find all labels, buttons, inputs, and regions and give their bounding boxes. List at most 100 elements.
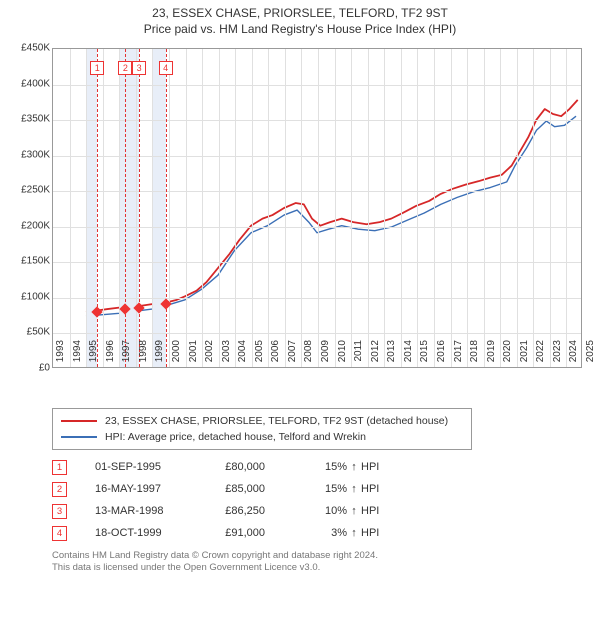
arrow-up-icon: ↑	[347, 461, 361, 473]
gridline-v	[202, 49, 203, 367]
highlight-band	[86, 49, 97, 367]
x-axis-label: 1996	[105, 340, 116, 372]
transaction-badge: 1	[52, 460, 67, 475]
x-axis-label: 2003	[221, 340, 232, 372]
transaction-price: £85,000	[215, 483, 305, 495]
transaction-type: HPI	[361, 527, 379, 539]
transaction-date: 18-OCT-1999	[95, 527, 215, 539]
gridline-v	[335, 49, 336, 367]
x-axis-label: 2025	[585, 340, 596, 372]
transaction-pct: 3%	[305, 527, 347, 539]
footer-line-2: This data is licensed under the Open Gov…	[52, 562, 592, 574]
gridline-v	[119, 49, 120, 367]
highlight-band	[152, 49, 165, 367]
gridline-v	[86, 49, 87, 367]
gridline-v	[467, 49, 468, 367]
gridline-v	[186, 49, 187, 367]
legend-swatch	[61, 436, 97, 438]
arrow-up-icon: ↑	[347, 527, 361, 539]
x-axis-label: 2009	[320, 340, 331, 372]
x-axis-label: 2022	[535, 340, 546, 372]
x-axis-label: 1994	[72, 340, 83, 372]
x-axis-label: 2021	[519, 340, 530, 372]
marker-badge: 1	[90, 61, 104, 75]
gridline-h	[53, 227, 581, 228]
gridline-v	[301, 49, 302, 367]
transaction-badge: 3	[52, 504, 67, 519]
gridline-v	[219, 49, 220, 367]
y-axis-label: £450K	[2, 43, 50, 54]
gridline-v	[451, 49, 452, 367]
transaction-price: £86,250	[215, 505, 305, 517]
x-axis-label: 2020	[502, 340, 513, 372]
gridline-v	[533, 49, 534, 367]
x-axis-label: 2016	[436, 340, 447, 372]
marker-badge: 4	[159, 61, 173, 75]
gridline-v	[169, 49, 170, 367]
y-axis-label: £100K	[2, 291, 50, 302]
y-axis-label: £300K	[2, 149, 50, 160]
y-axis-label: £400K	[2, 78, 50, 89]
gridline-v	[566, 49, 567, 367]
marker-badge: 2	[118, 61, 132, 75]
x-axis-label: 1993	[55, 340, 66, 372]
transaction-type: HPI	[361, 461, 379, 473]
legend-label: HPI: Average price, detached house, Telf…	[105, 431, 366, 443]
transaction-badge: 2	[52, 482, 67, 497]
marker-badge: 3	[132, 61, 146, 75]
transaction-badge: 4	[52, 526, 67, 541]
x-axis-label: 2004	[237, 340, 248, 372]
x-axis-label: 1998	[138, 340, 149, 372]
x-axis-label: 2015	[419, 340, 430, 372]
transaction-row: 101-SEP-1995£80,00015%↑HPI	[52, 456, 592, 478]
gridline-v	[70, 49, 71, 367]
gridline-v	[136, 49, 137, 367]
x-axis-label: 2007	[287, 340, 298, 372]
chart-subtitle: Price paid vs. HM Land Registry's House …	[8, 22, 592, 36]
legend-label: 23, ESSEX CHASE, PRIORSLEE, TELFORD, TF2…	[105, 415, 448, 427]
gridline-v	[103, 49, 104, 367]
gridline-h	[53, 156, 581, 157]
transaction-table: 101-SEP-1995£80,00015%↑HPI216-MAY-1997£8…	[52, 456, 592, 544]
transaction-date: 13-MAR-1998	[95, 505, 215, 517]
gridline-v	[268, 49, 269, 367]
transaction-pct: 15%	[305, 483, 347, 495]
gridline-v	[152, 49, 153, 367]
gridline-v	[401, 49, 402, 367]
gridline-v	[550, 49, 551, 367]
transaction-type: HPI	[361, 505, 379, 517]
transaction-row: 216-MAY-1997£85,00015%↑HPI	[52, 478, 592, 500]
transaction-row: 418-OCT-1999£91,0003%↑HPI	[52, 522, 592, 544]
y-axis-label: £200K	[2, 220, 50, 231]
x-axis-label: 2006	[270, 340, 281, 372]
x-axis-label: 1999	[154, 340, 165, 372]
legend: 23, ESSEX CHASE, PRIORSLEE, TELFORD, TF2…	[52, 408, 472, 450]
legend-item: HPI: Average price, detached house, Telf…	[61, 429, 463, 445]
x-axis-label: 2011	[353, 340, 364, 372]
gridline-h	[53, 298, 581, 299]
x-axis-label: 1997	[121, 340, 132, 372]
gridline-v	[384, 49, 385, 367]
gridline-h	[53, 85, 581, 86]
y-axis-label: £50K	[2, 327, 50, 338]
gridline-v	[285, 49, 286, 367]
x-axis-label: 2001	[188, 340, 199, 372]
chart-title: 23, ESSEX CHASE, PRIORSLEE, TELFORD, TF2…	[8, 6, 592, 20]
x-axis-label: 2005	[254, 340, 265, 372]
x-axis-label: 2024	[568, 340, 579, 372]
arrow-up-icon: ↑	[347, 505, 361, 517]
gridline-v	[417, 49, 418, 367]
x-axis-label: 1995	[88, 340, 99, 372]
x-axis-label: 2012	[370, 340, 381, 372]
transaction-pct: 10%	[305, 505, 347, 517]
gridline-v	[484, 49, 485, 367]
gridline-v	[368, 49, 369, 367]
gridline-v	[235, 49, 236, 367]
transaction-row: 3 13-MAR-1998£86,25010%↑HPI	[52, 500, 592, 522]
marker-line	[97, 49, 98, 367]
transaction-price: £80,000	[215, 461, 305, 473]
footer-text: Contains HM Land Registry data © Crown c…	[52, 550, 592, 574]
x-axis-label: 2002	[204, 340, 215, 372]
transaction-type: HPI	[361, 483, 379, 495]
gridline-v	[318, 49, 319, 367]
